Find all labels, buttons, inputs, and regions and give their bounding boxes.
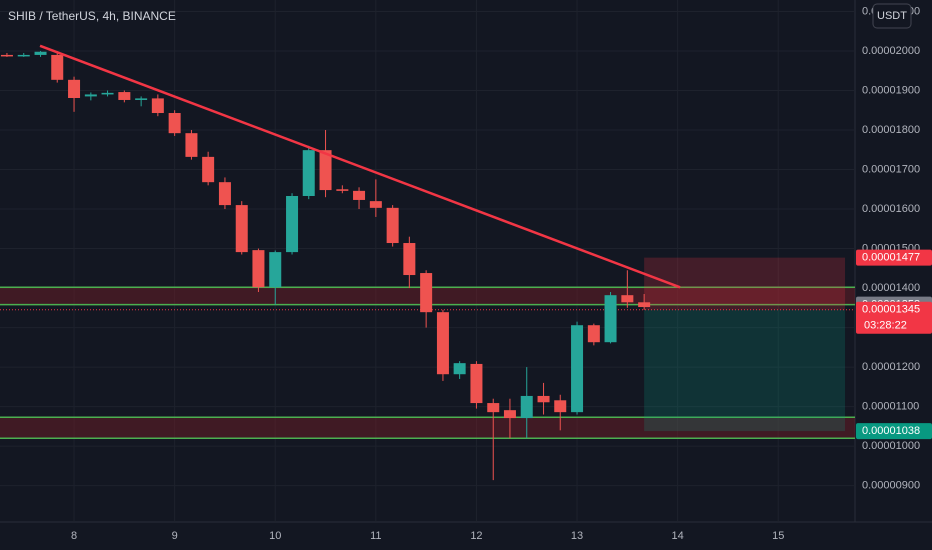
x-tick-label: 9	[172, 530, 178, 542]
candle-body	[453, 363, 466, 375]
y-tick-label: 0.00001700	[862, 163, 920, 175]
candle-body	[0, 54, 13, 57]
candle-body	[537, 395, 550, 403]
candle-body	[84, 94, 97, 97]
candle-body	[369, 201, 382, 208]
y-tick-label: 0.00001800	[862, 124, 920, 136]
candle-body	[621, 295, 634, 303]
candle-body	[269, 252, 282, 288]
price-label-box	[856, 423, 932, 440]
countdown: 03:28:22	[864, 320, 907, 332]
zone	[0, 417, 855, 439]
chart-title: SHIB / TetherUS, 4h, BINANCE	[8, 9, 176, 23]
candle-body	[34, 51, 47, 55]
candle-body	[17, 54, 30, 57]
candle-body	[587, 325, 600, 343]
candle-body	[135, 98, 148, 100]
candle-body	[168, 113, 181, 134]
price-label-box	[856, 301, 932, 334]
price-label: 0.00001477	[862, 252, 920, 264]
candle-body	[420, 273, 433, 313]
candle-body	[218, 182, 231, 206]
price-label: 0.00001038	[862, 425, 920, 437]
candle-body	[386, 207, 399, 244]
candle-body	[302, 150, 315, 196]
candle-body	[436, 312, 449, 375]
x-tick-label: 10	[269, 530, 281, 542]
currency-label[interactable]: USDT	[877, 10, 907, 22]
trendline	[39, 44, 681, 289]
x-tick-label: 15	[772, 530, 784, 542]
candle-body	[235, 205, 248, 253]
candle-body	[503, 410, 516, 419]
y-tick-label: 0.00000900	[862, 480, 920, 492]
target-zone	[644, 309, 846, 432]
x-tick-label: 12	[470, 530, 482, 542]
candle-body	[151, 98, 164, 114]
price-label-box	[856, 249, 932, 266]
price-label: 0.00001345	[862, 304, 920, 316]
candle-body	[101, 92, 114, 95]
x-tick-label: 13	[571, 530, 583, 542]
candle-body	[252, 250, 265, 288]
x-tick-label: 14	[672, 530, 684, 542]
candle-body	[470, 363, 483, 404]
candle-body	[487, 403, 500, 413]
candle-body	[336, 189, 349, 191]
candle-body	[520, 395, 533, 419]
candle-body	[571, 325, 584, 413]
y-tick-label: 0.00001900	[862, 84, 920, 96]
y-tick-label: 0.00001200	[862, 361, 920, 373]
candle-body	[286, 195, 299, 253]
candle-body	[185, 133, 198, 157]
candle-body	[68, 79, 81, 98]
x-tick-label: 11	[370, 530, 381, 542]
y-tick-label: 0.00001100	[862, 401, 919, 413]
y-tick-label: 0.00001000	[862, 440, 920, 452]
stop-zone	[644, 257, 846, 310]
y-tick-label: 0.00001400	[862, 282, 920, 294]
candle-body	[638, 302, 651, 308]
candle-body	[51, 54, 64, 80]
candle-body	[118, 92, 131, 100]
currency-button[interactable]	[872, 3, 912, 29]
candle-body	[319, 150, 332, 191]
candle-body	[403, 243, 416, 276]
candle-body	[554, 400, 567, 413]
y-tick-label: 0.00002000	[862, 45, 920, 57]
candle-body	[202, 156, 215, 183]
candle-body	[353, 190, 366, 200]
candle-body	[604, 295, 617, 343]
x-tick-label: 8	[71, 530, 77, 542]
y-tick-label: 0.00001600	[862, 203, 920, 215]
